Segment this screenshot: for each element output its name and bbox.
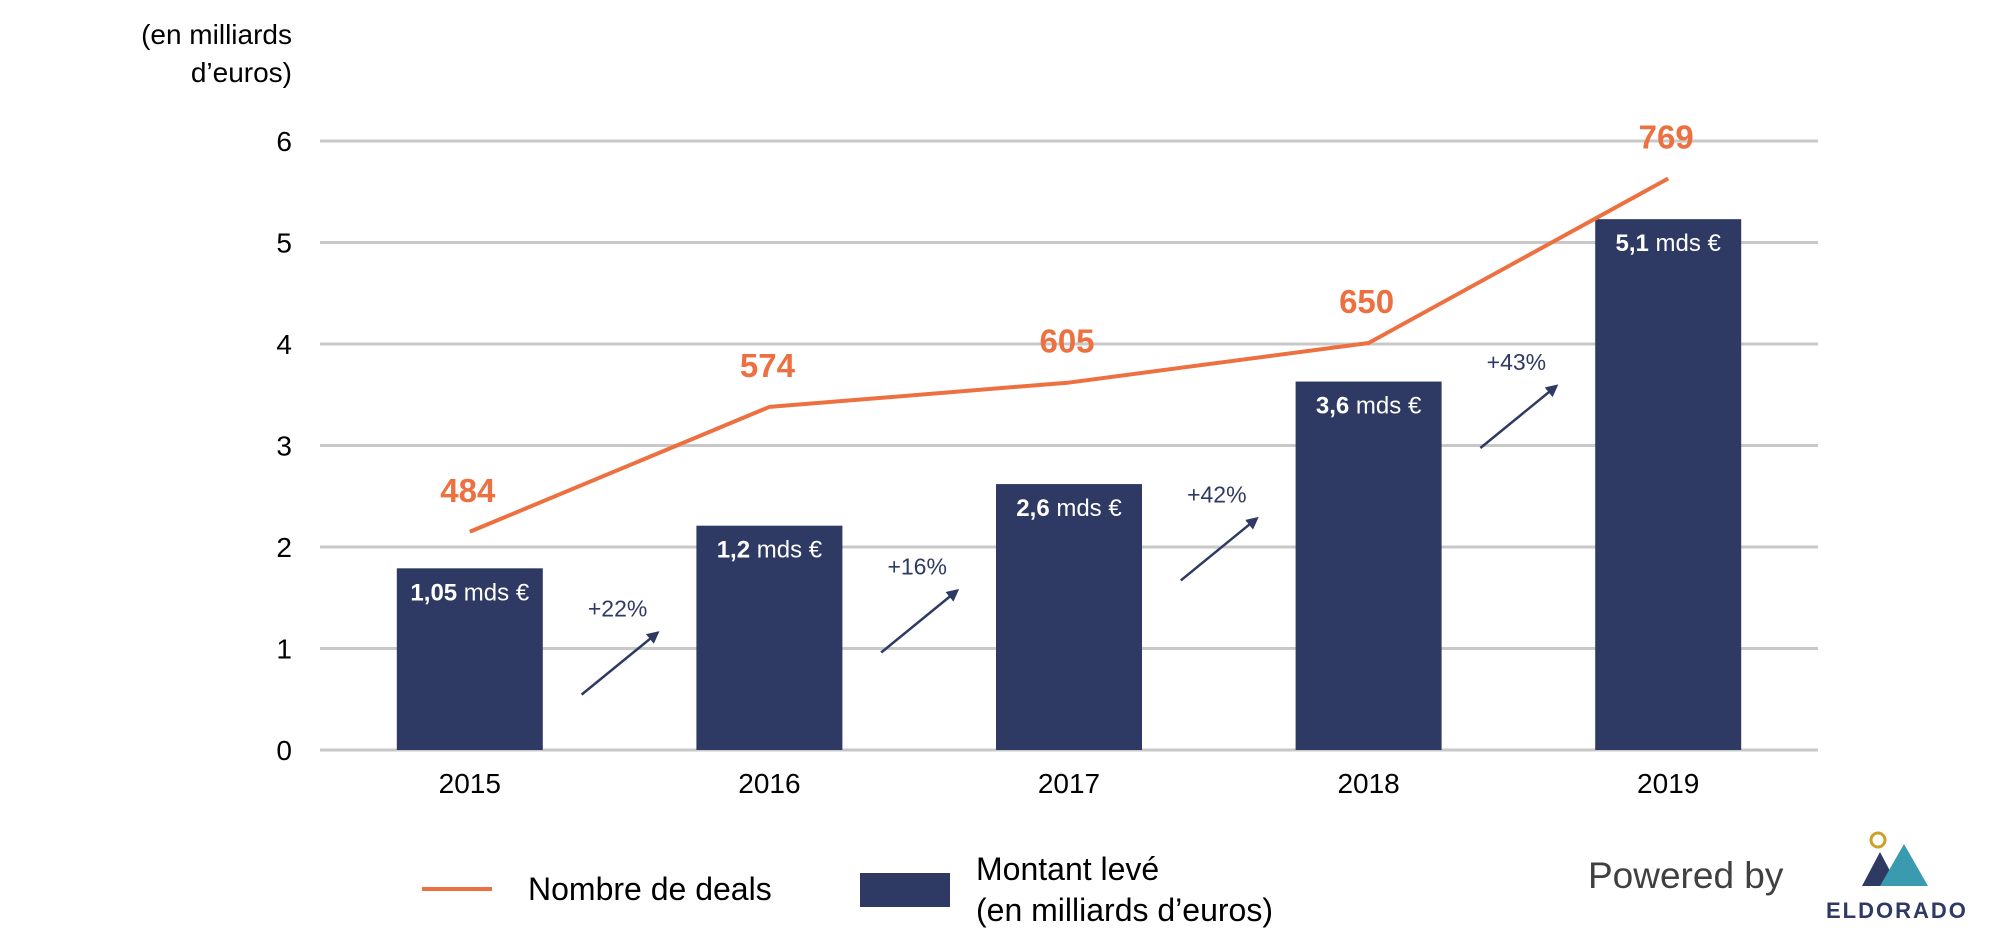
x-axis: 2015 2016 2017 2018 2019 [439, 768, 1700, 799]
growth-arrow-icon [1479, 384, 1559, 449]
y-unit-label-line2: d’euros) [191, 57, 292, 88]
y-unit-label-line1: (en milliards [141, 19, 292, 50]
deal-count-label: 574 [740, 347, 796, 384]
y-tick-label: 1 [276, 634, 292, 665]
bar-value-label: 1,05 mds € [410, 579, 529, 606]
y-tick-label: 4 [276, 329, 292, 360]
y-axis: 0 1 2 3 4 5 6 [276, 126, 292, 766]
growth-label: +42% [1187, 481, 1246, 507]
y-tick-label: 5 [276, 228, 292, 259]
branding: Powered by ELDORADO [1588, 831, 1968, 923]
deal-count-label: 769 [1639, 119, 1694, 156]
bar [996, 484, 1142, 750]
bar [396, 568, 543, 750]
bar [1595, 219, 1742, 750]
legend-bar-label-line2: (en milliards d’euros) [976, 892, 1273, 928]
powered-by-text: Powered by [1588, 855, 1784, 896]
brand-name: ELDORADO [1826, 898, 1968, 923]
deal-count-label: 605 [1039, 323, 1094, 360]
x-tick-label: 2018 [1337, 768, 1399, 799]
bar-value-label: 1,2 mds € [717, 537, 823, 564]
legend-bar-label-line1: Montant levé [976, 851, 1159, 887]
bar-value-label: 3,6 mds € [1316, 393, 1422, 420]
legend-line-label: Nombre de deals [528, 871, 772, 907]
growth-arrow-icon [1180, 516, 1259, 582]
growth-arrow-icon [880, 588, 960, 654]
deal-count-label: 484 [440, 472, 496, 509]
bar [696, 525, 843, 750]
bars: 1,05 mds € 1,2 mds € 2,6 mds € 3,6 mds € 5,1… [396, 219, 1742, 750]
y-tick-label: 0 [276, 735, 292, 766]
growth-label: +43% [1487, 349, 1546, 375]
growth-arrow-icon [580, 631, 660, 696]
deals-line: 484 574 605 650 769 [440, 119, 1694, 534]
growth-arrows: +22% +16% +42% +43% [580, 349, 1559, 696]
bar-value-label: 2,6 mds € [1016, 495, 1122, 522]
x-tick-label: 2016 [738, 768, 800, 799]
bar [1295, 381, 1442, 750]
deal-count-label: 650 [1339, 283, 1394, 320]
x-tick-label: 2019 [1637, 768, 1699, 799]
legend-bar-swatch [860, 873, 950, 907]
y-tick-label: 6 [276, 126, 292, 157]
bar-value-label: 5,1 mds € [1615, 230, 1721, 257]
growth-label: +16% [887, 554, 946, 580]
mountain-sun-logo [1862, 831, 1928, 886]
growth-label: +22% [588, 596, 647, 622]
x-tick-label: 2015 [439, 768, 501, 799]
x-tick-label: 2017 [1038, 768, 1100, 799]
y-tick-label: 2 [276, 532, 292, 563]
deals-line-path [469, 176, 1670, 534]
legend: Nombre de deals Montant levé (en milliar… [422, 851, 1273, 928]
y-tick-label: 3 [276, 431, 292, 462]
